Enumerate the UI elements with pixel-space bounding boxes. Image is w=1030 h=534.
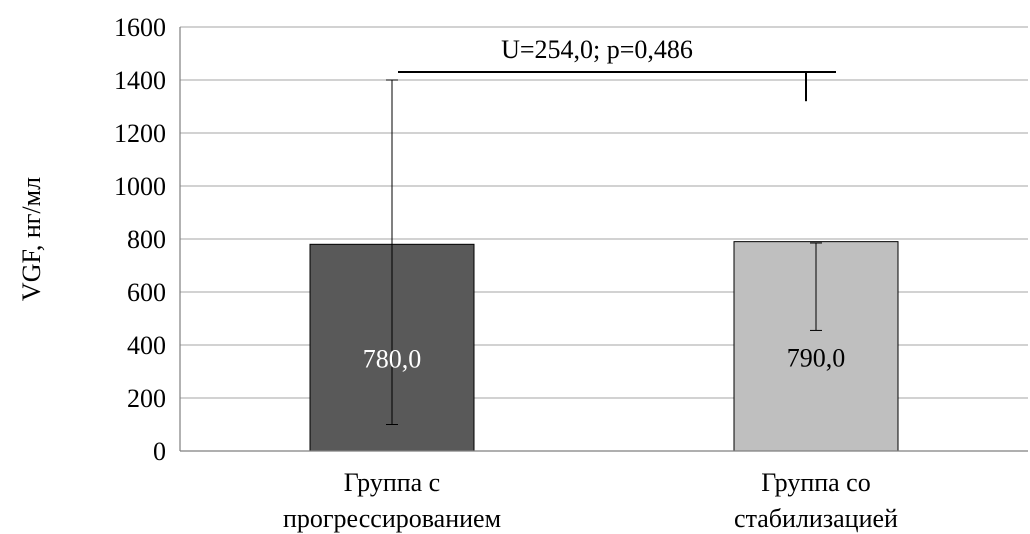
y-tick-label: 1000 <box>114 172 166 201</box>
category-label: Группа с <box>344 468 440 497</box>
y-tick-label: 600 <box>127 278 166 307</box>
y-tick-label: 1600 <box>114 13 166 42</box>
y-tick-label: 400 <box>127 331 166 360</box>
y-tick-label: 800 <box>127 225 166 254</box>
data-label: 790,0 <box>787 343 846 372</box>
category-label: стабилизацией <box>734 504 898 533</box>
y-tick-label: 0 <box>153 437 166 466</box>
data-label: 780,0 <box>363 345 422 374</box>
axes <box>179 27 1028 452</box>
significance-annotation: U=254,0; p=0,486 <box>398 35 836 102</box>
error-bars <box>386 79 822 425</box>
category-label: прогрессированием <box>283 504 501 533</box>
y-tick-label: 200 <box>127 384 166 413</box>
significance-text: U=254,0; p=0,486 <box>501 35 693 64</box>
y-tick-label: 1200 <box>114 119 166 148</box>
category-label: Группа со <box>761 468 870 497</box>
gridlines <box>180 26 1028 399</box>
y-axis-title: VGF, нг/мл <box>17 177 46 301</box>
labels: 0 200 400 600 800 1000 1200 1400 1600 780,0 Группа… <box>114 13 898 533</box>
y-tick-label: 1400 <box>114 66 166 95</box>
